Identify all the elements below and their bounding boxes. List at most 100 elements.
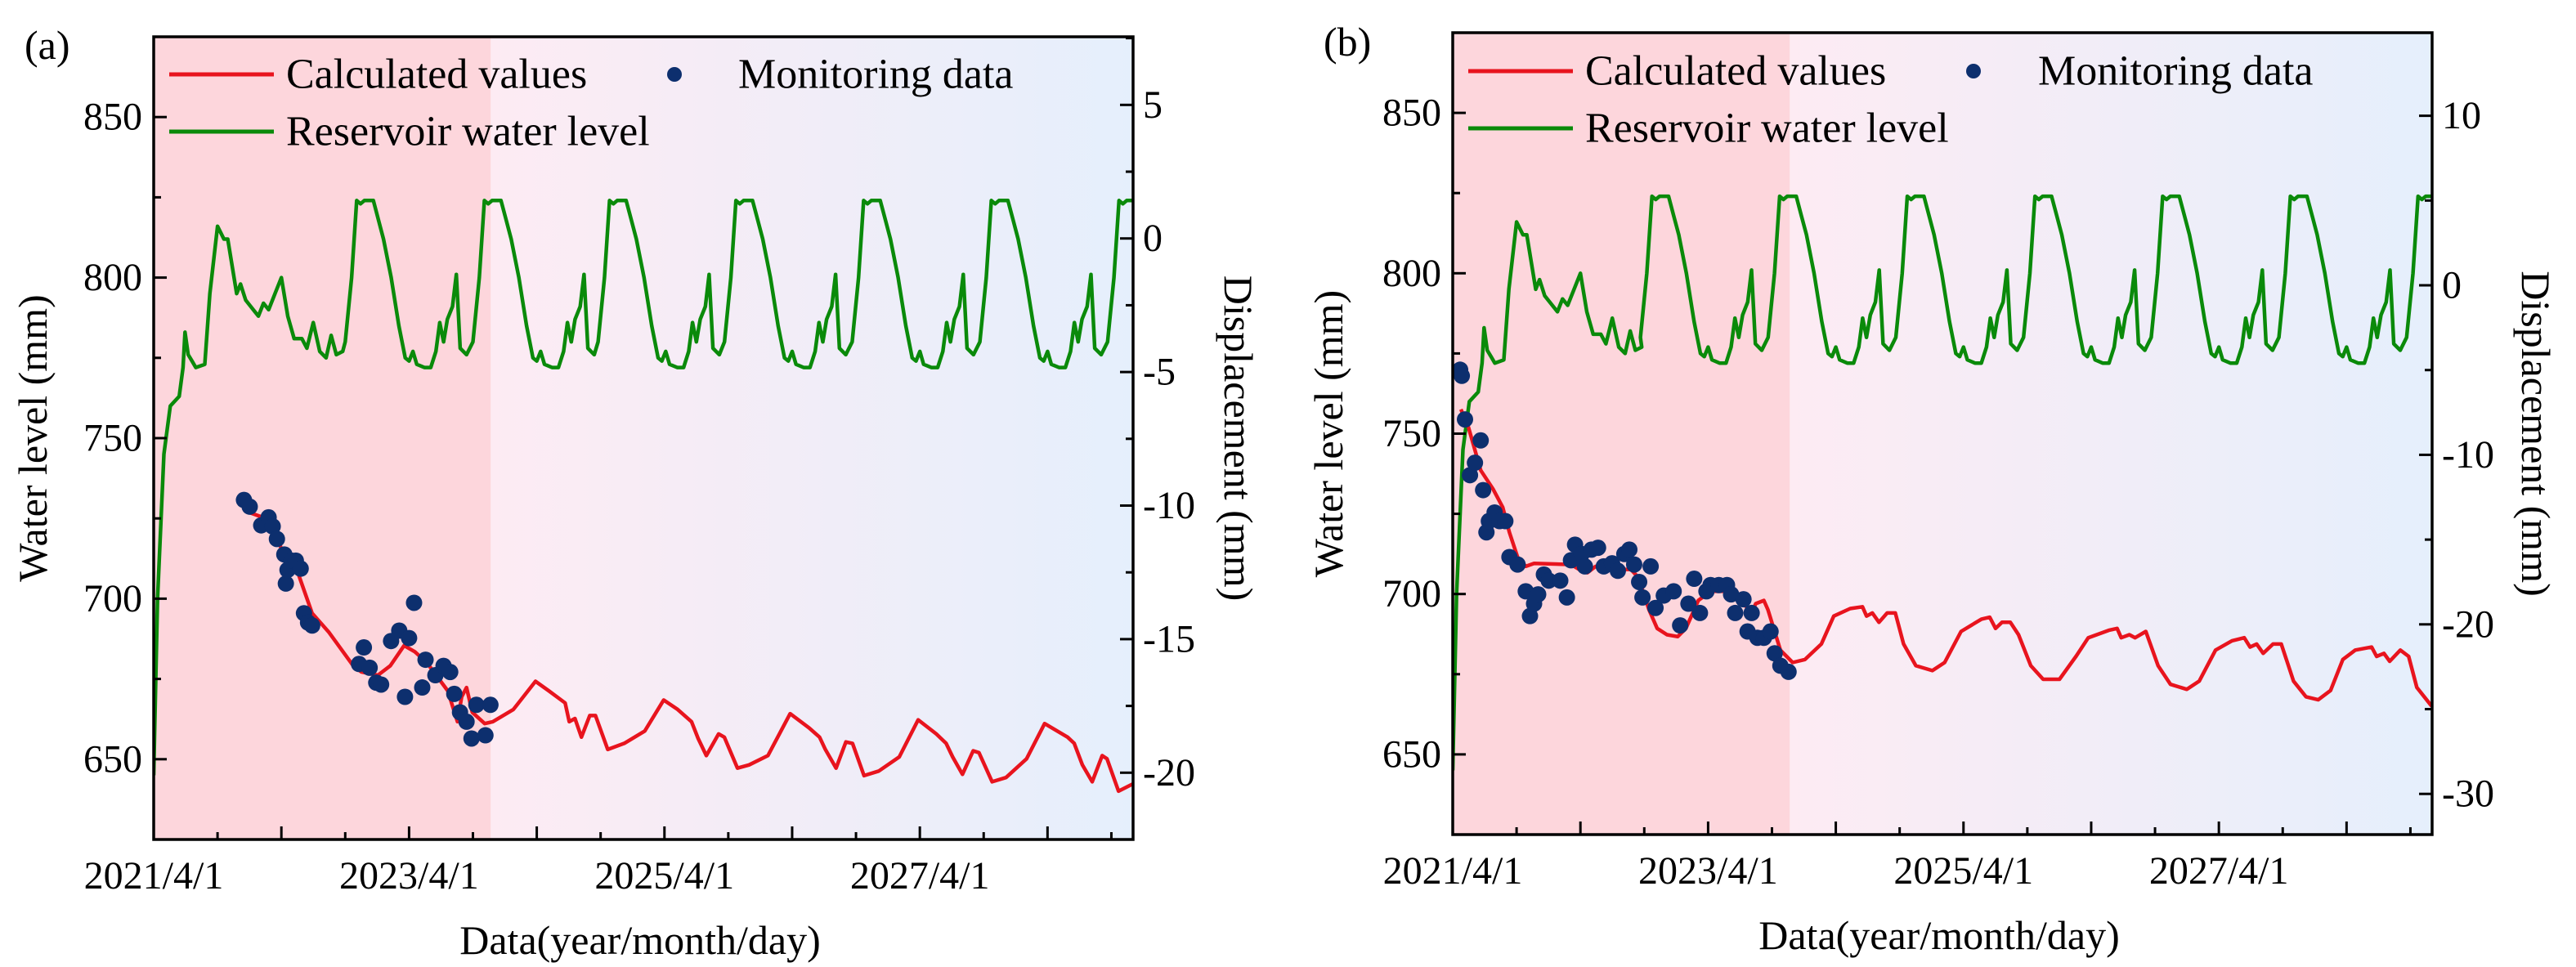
monitoring-data-point [468,696,485,714]
monitoring-data-point [1691,604,1709,621]
legend-reservoir-label: Reservoir water level [1585,105,1949,152]
monitoring-data-point [1735,591,1752,608]
right-axis-tick-label: -10 [1143,484,1195,527]
left-axis-tick-label: 700 [1382,572,1441,616]
reservoir-water-level-line [154,199,1133,776]
monitoring-data-point [1672,617,1689,634]
legend: Calculated values Monitoring data Reservoi… [169,51,1014,155]
monitoring-data-point [1521,607,1539,625]
monitoring-data-point [1631,573,1648,590]
right-axis-tick-label: 0 [1143,217,1163,260]
monitoring-data-point [1762,623,1779,640]
left-axis-title: Water level (mm) [1306,290,1351,577]
monitoring-data-point [1780,663,1797,680]
monitoring-data-point [264,518,281,535]
legend-calculated-label: Calculated values [1585,48,1886,95]
monitoring-data-point [1456,411,1473,428]
monitoring-data-point [477,727,494,744]
fitting-period-shade [154,37,491,839]
monitoring-data-point [373,676,390,693]
right-axis-tick-label: 10 [2442,94,2481,137]
monitoring-data-point [361,659,379,676]
fitting-period-shade [1453,33,1790,835]
prediction-period-shade [491,37,1133,839]
x-axis-tick-label: 2025/4/1 [594,854,734,898]
x-axis-tick-label: 2027/4/1 [850,854,990,898]
monitoring-data-point [1462,467,1479,484]
right-axis-tick-label: -5 [1143,351,1176,394]
monitoring-data-point [1558,589,1575,606]
right-axis-tick-label: -20 [2442,602,2494,646]
monitoring-data-point [1625,556,1642,573]
x-axis-title: Data(year/month/day) [1758,912,2119,958]
monitoring-data-point [1647,599,1664,616]
left-axis-tick-label: 800 [1382,252,1441,295]
monitoring-data-point [1454,367,1471,384]
monitoring-data-point [1680,595,1697,612]
monitoring-data-point [303,617,320,634]
left-axis-title: Water level (mm) [10,294,56,581]
monitoring-data-point [241,498,258,515]
monitoring-data-point [268,531,285,548]
left-axis-tick-label: 650 [83,737,142,781]
monitoring-data-point [463,730,480,747]
monitoring-data-point [1727,604,1744,621]
right-axis-title: Displacement (mm) [2513,271,2559,597]
left-axis-tick-label: 850 [83,96,142,139]
monitoring-data-point [1472,432,1490,449]
monitoring-data-point [1634,589,1651,606]
left-axis-tick-label: 800 [83,256,142,299]
monitoring-data-point [1467,454,1484,472]
monitoring-data-point [405,594,423,611]
monitoring-data-point [1642,557,1660,575]
x-axis-title: Data(year/month/day) [459,917,820,963]
monitoring-data-point [458,713,475,730]
x-axis-tick-label: 2025/4/1 [1893,849,2033,893]
monitoring-data-point [1540,572,1557,589]
left-axis-tick-label: 750 [1382,412,1441,455]
legend-calculated-label: Calculated values [286,51,587,98]
x-axis-tick-label: 2021/4/1 [1383,849,1523,893]
monitoring-data-point [1552,572,1569,589]
panel-label: (a) [25,22,70,68]
legend-monitoring-dot-swatch [1966,64,1981,78]
monitoring-data-point [1686,571,1703,588]
right-axis-tick-label: -15 [1143,617,1195,660]
monitoring-data-point [292,560,309,577]
x-axis-tick-label: 2023/4/1 [339,854,479,898]
monitoring-data-point [1509,556,1526,573]
plot-area [1453,194,2432,771]
monitoring-data-point [1497,513,1514,530]
left-axis-tick-label: 700 [83,577,142,620]
monitoring-data-point [1609,562,1626,580]
right-axis-tick-label: -20 [1143,751,1195,795]
legend-monitoring-label: Monitoring data [738,51,1014,98]
x-axis-tick-label: 2027/4/1 [2149,849,2289,893]
x-axis-tick-label: 2023/4/1 [1638,849,1778,893]
calculated-values-line [244,508,1133,794]
monitoring-data-point [1517,583,1534,600]
legend-reservoir-label: Reservoir water level [286,109,650,155]
monitoring-data-point [1475,481,1492,499]
right-axis-tick-label: -30 [2442,772,2494,816]
monitoring-data-point [1589,539,1606,557]
right-axis-tick-label: 0 [2442,264,2462,307]
legend-monitoring-dot-swatch [667,67,682,82]
left-axis-tick-label: 750 [83,417,142,460]
monitoring-data-point [1665,583,1682,600]
monitoring-data-point [356,639,373,656]
monitoring-data-point [1530,586,1547,603]
reservoir-water-level-line [1453,194,2432,771]
x-axis-tick-label: 2021/4/1 [84,854,224,898]
monitoring-data-point [417,651,434,669]
right-axis-tick-label: -10 [2442,433,2494,477]
monitoring-data-point [1766,645,1783,662]
plot-area [154,199,1133,794]
monitoring-data-point [1743,604,1760,621]
prediction-period-shade [1790,33,2432,835]
right-axis-title: Displacement (mm) [1216,275,1261,602]
legend-monitoring-label: Monitoring data [2038,48,2314,95]
right-axis-tick-label: 5 [1143,83,1163,127]
left-axis-tick-label: 850 [1382,92,1441,135]
